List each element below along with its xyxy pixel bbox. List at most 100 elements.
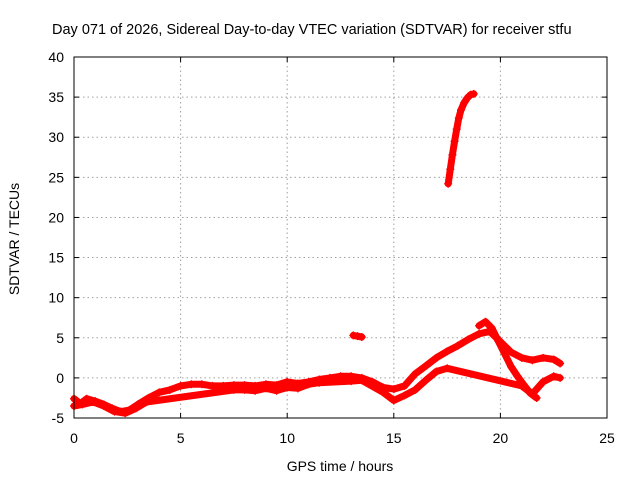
data-point [432, 367, 441, 376]
data-point [304, 380, 313, 389]
data-point [349, 331, 358, 340]
data-point [446, 165, 455, 174]
data-point [494, 336, 503, 345]
data-point [469, 89, 478, 98]
data-point [421, 376, 430, 385]
data-point [532, 393, 541, 402]
data-point [176, 381, 185, 390]
data-point [389, 396, 398, 405]
data-point [89, 397, 98, 406]
data-point [526, 389, 535, 398]
y-tick-label: 20 [48, 209, 64, 225]
data-point [456, 105, 465, 114]
series-rising-track [444, 89, 478, 188]
data-point [556, 373, 565, 382]
data-point [142, 397, 151, 406]
data-point [347, 377, 356, 386]
data-point [421, 361, 430, 370]
plot-frame [73, 56, 608, 419]
x-tick-label: 15 [386, 430, 402, 446]
y-tick-label: 5 [56, 330, 64, 346]
y-tick-label: 25 [48, 169, 64, 185]
data-point [251, 386, 260, 395]
data-point [460, 98, 469, 107]
data-point [165, 385, 174, 394]
data-point [389, 385, 398, 394]
data-point [283, 383, 292, 392]
data-point [549, 372, 558, 381]
data-point [187, 380, 196, 389]
data-point [121, 409, 130, 418]
data-point [475, 321, 484, 330]
data-point [357, 332, 366, 341]
data-point [517, 353, 526, 362]
y-tick-label: 0 [56, 370, 64, 386]
x-tick-label: 10 [279, 430, 295, 446]
tick-layer: 0 5 10 15 20 25 -5 0 5 10 15 20 25 30 35 40 [48, 49, 615, 446]
data-point [481, 317, 490, 326]
data-point [539, 377, 548, 386]
series-arc-segment [475, 317, 541, 402]
data-point [453, 341, 462, 350]
data-point [444, 179, 453, 188]
data-point [261, 384, 270, 393]
data-point [315, 378, 324, 387]
series-lower-band [70, 364, 565, 418]
data-point [131, 404, 140, 413]
data-point [379, 388, 388, 397]
chart-title: Day 071 of 2026, Sidereal Day-to-day VTE… [52, 22, 572, 38]
data-point [556, 359, 565, 368]
series-short-segment [349, 331, 366, 341]
data-point [197, 380, 206, 389]
data-point [110, 407, 119, 416]
y-tick-label: 35 [48, 89, 64, 105]
data-point [400, 381, 409, 390]
x-tick-label: 0 [70, 430, 78, 446]
data-point [452, 125, 461, 134]
data-point [432, 353, 441, 362]
data-point [400, 391, 409, 400]
data-layer [70, 89, 565, 418]
data-point [539, 353, 548, 362]
data-point [519, 381, 528, 390]
x-tick-label: 20 [493, 430, 509, 446]
data-point [411, 369, 420, 378]
data-point [443, 364, 452, 373]
data-point [450, 137, 459, 146]
y-tick-label: -5 [52, 410, 65, 426]
data-point [500, 349, 509, 358]
y-tick-label: 30 [48, 129, 64, 145]
y-axis-label: SDTVAR / TECUs [6, 183, 22, 295]
data-point [528, 356, 537, 365]
data-point [411, 385, 420, 394]
data-point [357, 376, 366, 385]
data-point [155, 388, 164, 397]
data-point [443, 347, 452, 356]
series-band [70, 364, 564, 417]
data-point [454, 113, 463, 122]
data-point [507, 362, 516, 371]
data-point [507, 348, 516, 357]
y-tick-label: 10 [48, 290, 64, 306]
y-tick-label: 40 [48, 49, 64, 65]
data-point [487, 324, 496, 333]
data-point [78, 400, 87, 409]
data-point [448, 150, 457, 159]
x-tick-label: 5 [177, 430, 185, 446]
x-tick-label: 25 [599, 430, 615, 446]
data-point [99, 401, 108, 410]
data-point [353, 332, 362, 341]
data-point [272, 386, 281, 395]
data-point [240, 385, 249, 394]
data-point [464, 335, 473, 344]
grid-layer [74, 57, 607, 418]
data-point [513, 372, 522, 381]
data-point [229, 385, 238, 394]
data-point [208, 381, 217, 390]
series-band [475, 318, 541, 402]
data-point [293, 384, 302, 393]
y-tick-label: 15 [48, 250, 64, 266]
data-point [475, 329, 484, 338]
data-point [549, 355, 558, 364]
